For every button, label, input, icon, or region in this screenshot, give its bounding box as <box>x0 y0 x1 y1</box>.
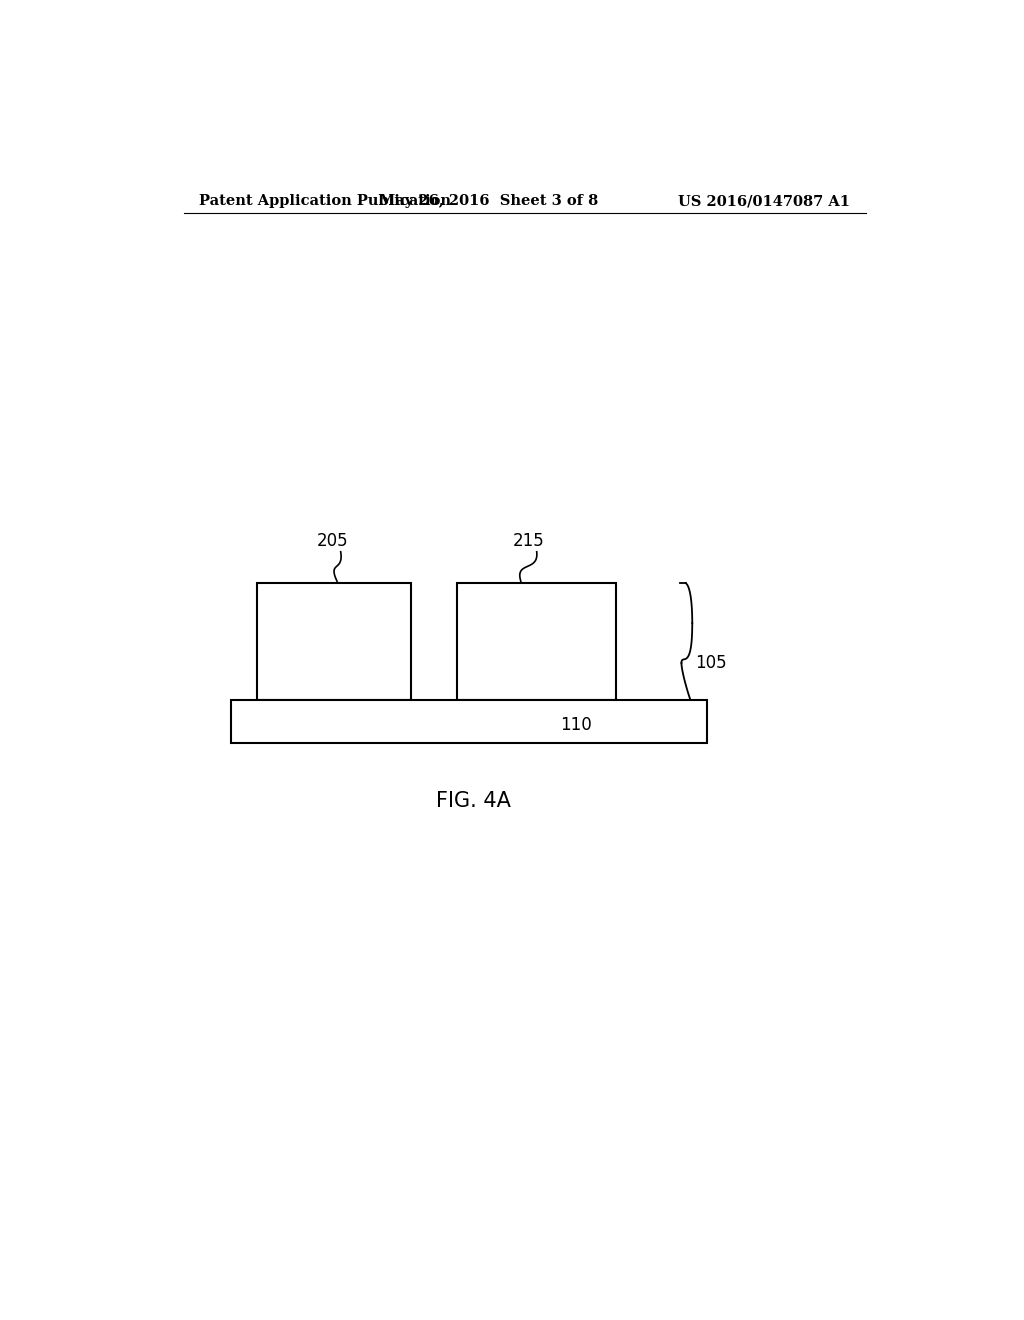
Text: May 26, 2016  Sheet 3 of 8: May 26, 2016 Sheet 3 of 8 <box>380 194 599 209</box>
Text: 110: 110 <box>560 715 592 734</box>
Text: Patent Application Publication: Patent Application Publication <box>200 194 452 209</box>
Text: 215: 215 <box>513 532 545 549</box>
Text: FIG. 4A: FIG. 4A <box>436 791 511 810</box>
Bar <box>257 583 412 700</box>
Text: 105: 105 <box>695 653 727 672</box>
Bar <box>458 583 616 700</box>
Text: US 2016/0147087 A1: US 2016/0147087 A1 <box>678 194 850 209</box>
Bar <box>231 700 708 743</box>
Text: 205: 205 <box>317 532 348 549</box>
